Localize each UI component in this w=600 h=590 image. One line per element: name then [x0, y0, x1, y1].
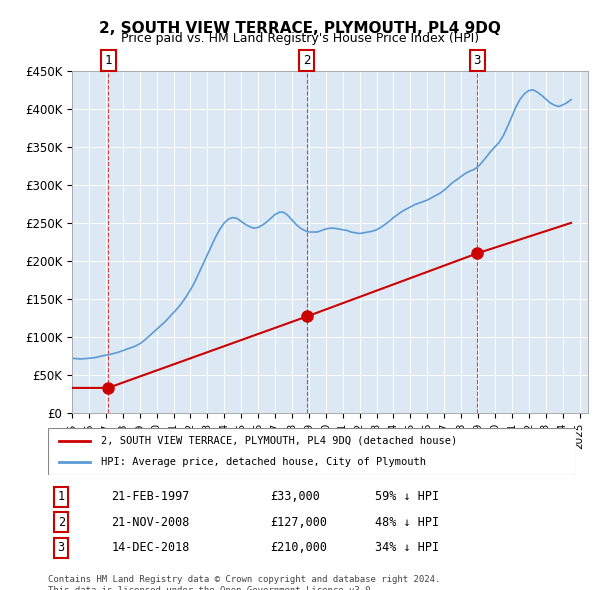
Text: Price paid vs. HM Land Registry's House Price Index (HPI): Price paid vs. HM Land Registry's House … [121, 32, 479, 45]
Text: 2, SOUTH VIEW TERRACE, PLYMOUTH, PL4 9DQ (detached house): 2, SOUTH VIEW TERRACE, PLYMOUTH, PL4 9DQ… [101, 436, 457, 446]
Text: £33,000: £33,000 [270, 490, 320, 503]
Text: 59% ↓ HPI: 59% ↓ HPI [376, 490, 439, 503]
Text: 2: 2 [303, 54, 311, 67]
Text: 2: 2 [58, 516, 65, 529]
Text: 3: 3 [58, 541, 65, 554]
Text: £210,000: £210,000 [270, 541, 327, 554]
Text: 34% ↓ HPI: 34% ↓ HPI [376, 541, 439, 554]
Text: 21-NOV-2008: 21-NOV-2008 [112, 516, 190, 529]
Text: 1: 1 [104, 54, 112, 67]
Text: Contains HM Land Registry data © Crown copyright and database right 2024.
This d: Contains HM Land Registry data © Crown c… [48, 575, 440, 590]
Text: 3: 3 [473, 54, 481, 67]
Text: 14-DEC-2018: 14-DEC-2018 [112, 541, 190, 554]
Text: HPI: Average price, detached house, City of Plymouth: HPI: Average price, detached house, City… [101, 457, 426, 467]
Text: 48% ↓ HPI: 48% ↓ HPI [376, 516, 439, 529]
Text: 2, SOUTH VIEW TERRACE, PLYMOUTH, PL4 9DQ: 2, SOUTH VIEW TERRACE, PLYMOUTH, PL4 9DQ [99, 21, 501, 35]
Text: 1: 1 [58, 490, 65, 503]
Text: 21-FEB-1997: 21-FEB-1997 [112, 490, 190, 503]
FancyBboxPatch shape [48, 428, 576, 475]
Text: £127,000: £127,000 [270, 516, 327, 529]
